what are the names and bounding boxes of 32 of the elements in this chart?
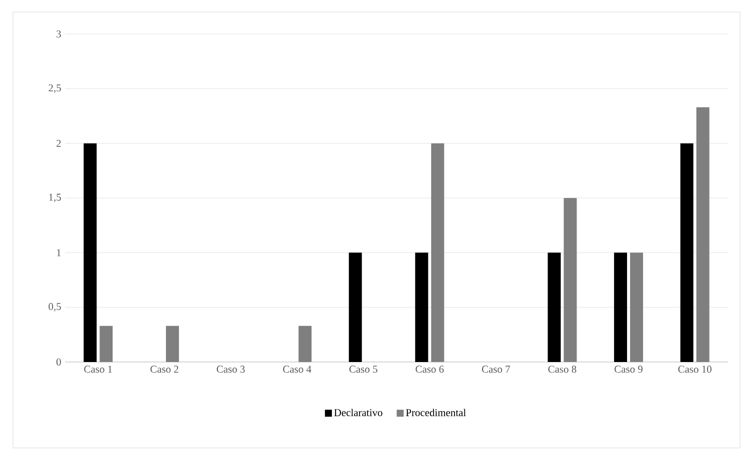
y-tick-label: 0 <box>56 358 61 366</box>
x-tick-label: Caso 4 <box>283 366 312 373</box>
y-tick-label: 1,5 <box>49 194 61 202</box>
y-tick-label: 3 <box>56 30 61 38</box>
x-tick-label: Caso 8 <box>548 366 576 373</box>
bar <box>564 198 577 362</box>
bar <box>166 326 179 362</box>
bar <box>696 107 710 362</box>
bar <box>614 252 628 362</box>
y-tick-label: 1 <box>57 249 61 256</box>
x-tick-label: Caso 9 <box>614 366 643 373</box>
x-tick-label: Caso 2 <box>150 366 178 373</box>
y-tick-label: 0,5 <box>48 303 61 312</box>
x-tick-label: Caso 1 <box>84 366 112 373</box>
bar <box>548 252 561 362</box>
y-tick-label: 2 <box>56 140 61 147</box>
x-tick-label: Caso 6 <box>416 366 444 373</box>
legend-label: Declarativo <box>334 408 382 416</box>
bar <box>84 143 97 362</box>
y-tick-label: 2,5 <box>48 84 61 93</box>
x-tick-label: Caso 5 <box>349 366 378 373</box>
x-tick-label: Caso 7 <box>482 366 510 373</box>
bar <box>680 143 694 362</box>
bar <box>100 326 113 362</box>
x-tick-label: Caso 10 <box>678 366 712 373</box>
bar <box>630 252 644 362</box>
bar <box>348 252 362 362</box>
legend-label: Procedimental <box>406 408 466 416</box>
bar <box>431 143 444 362</box>
bar <box>298 326 312 362</box>
bar <box>415 252 428 362</box>
x-tick-label: Caso 3 <box>216 366 245 373</box>
